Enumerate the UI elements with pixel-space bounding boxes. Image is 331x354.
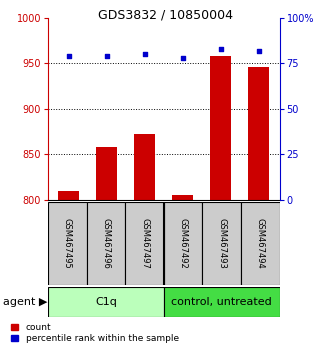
Text: GSM467493: GSM467493 — [217, 218, 226, 269]
Legend: count, percentile rank within the sample: count, percentile rank within the sample — [8, 320, 181, 346]
Text: GDS3832 / 10850004: GDS3832 / 10850004 — [98, 9, 233, 22]
Text: control, untreated: control, untreated — [171, 297, 272, 307]
Bar — [48, 287, 164, 317]
Bar — [134, 135, 155, 200]
Text: GSM467496: GSM467496 — [101, 218, 111, 269]
Bar — [172, 195, 193, 200]
Text: C1q: C1q — [95, 297, 117, 307]
Point — [218, 46, 223, 52]
Bar — [203, 202, 241, 285]
Point — [104, 53, 110, 59]
Bar — [48, 202, 87, 285]
Bar — [164, 287, 280, 317]
Bar — [96, 147, 117, 200]
Point — [256, 48, 261, 53]
Text: GSM467492: GSM467492 — [179, 218, 188, 269]
Bar — [87, 202, 125, 285]
Bar — [211, 56, 231, 200]
Text: agent ▶: agent ▶ — [3, 297, 48, 307]
Text: GSM467495: GSM467495 — [63, 218, 72, 269]
Text: GSM467497: GSM467497 — [140, 218, 149, 269]
Bar — [248, 67, 269, 200]
Bar — [241, 202, 280, 285]
Point — [180, 55, 185, 61]
Point — [66, 53, 71, 59]
Bar — [164, 202, 203, 285]
Bar — [59, 191, 79, 200]
Point — [142, 51, 148, 57]
Text: GSM467494: GSM467494 — [256, 218, 265, 269]
Bar — [125, 202, 164, 285]
